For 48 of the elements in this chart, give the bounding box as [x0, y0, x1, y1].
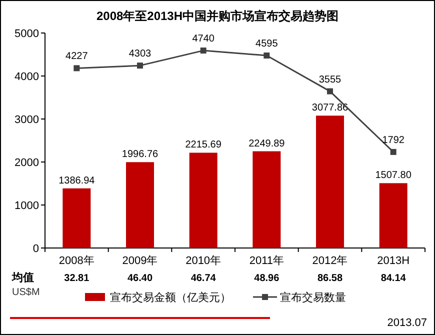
bar [126, 162, 154, 248]
chart-title: 2008年至2013H中国并购市场宣布交易趋势图 [96, 9, 339, 23]
point [327, 88, 333, 94]
data-label: 4303 [128, 48, 152, 60]
x-tick-label: 2011年 [249, 255, 284, 267]
y-tick-label: 0 [32, 243, 39, 255]
point [74, 65, 80, 72]
data-label: 1792 [382, 134, 405, 146]
text: 46.40 [127, 273, 153, 284]
text: 32.81 [64, 273, 90, 284]
point [264, 52, 270, 59]
bar [316, 116, 344, 248]
text: US$M [12, 287, 40, 298]
legend-label: 宣布交易数量 [280, 291, 346, 304]
y-tick-label: 5000 [14, 28, 39, 40]
bar [189, 152, 218, 248]
legend-label: 宣布交易金额（亿美元） [110, 291, 231, 304]
data-label: 4227 [66, 51, 88, 62]
text: 86.58 [317, 273, 343, 284]
data-label: 2215.69 [185, 140, 222, 151]
text: 48.96 [254, 273, 280, 284]
y-tick-label: 1000 [14, 200, 39, 212]
text: 84.14 [380, 273, 406, 284]
point [390, 148, 396, 155]
text: 均值 [11, 271, 34, 284]
x-tick-label: 2008年 [58, 255, 94, 267]
data-label: 3077.86 [312, 102, 349, 114]
data-label: 4595 [256, 38, 278, 50]
x-tick-label: 2010年 [186, 255, 222, 267]
x-tick-label: 2009年 [122, 255, 158, 267]
data-label: 3555 [318, 74, 342, 86]
text: 46.74 [190, 273, 216, 284]
x-tick-label: 2012年 [312, 255, 348, 267]
bar [252, 151, 281, 248]
point [137, 62, 143, 69]
data-label: 2249.89 [248, 138, 286, 150]
bar [62, 188, 91, 248]
point [200, 48, 206, 54]
y-tick-label: 4000 [14, 71, 39, 83]
bar [379, 183, 408, 248]
data-label: 4740 [192, 34, 215, 45]
x-tick-label: 2013H [377, 255, 410, 267]
data-label: 1996.76 [122, 149, 159, 160]
data-label: 1507.80 [375, 170, 412, 182]
y-tick-label: 3000 [14, 114, 39, 126]
y-tick-label: 2000 [14, 157, 39, 169]
data-label: 1386.94 [58, 175, 96, 186]
text: 2013.07 [387, 317, 427, 329]
